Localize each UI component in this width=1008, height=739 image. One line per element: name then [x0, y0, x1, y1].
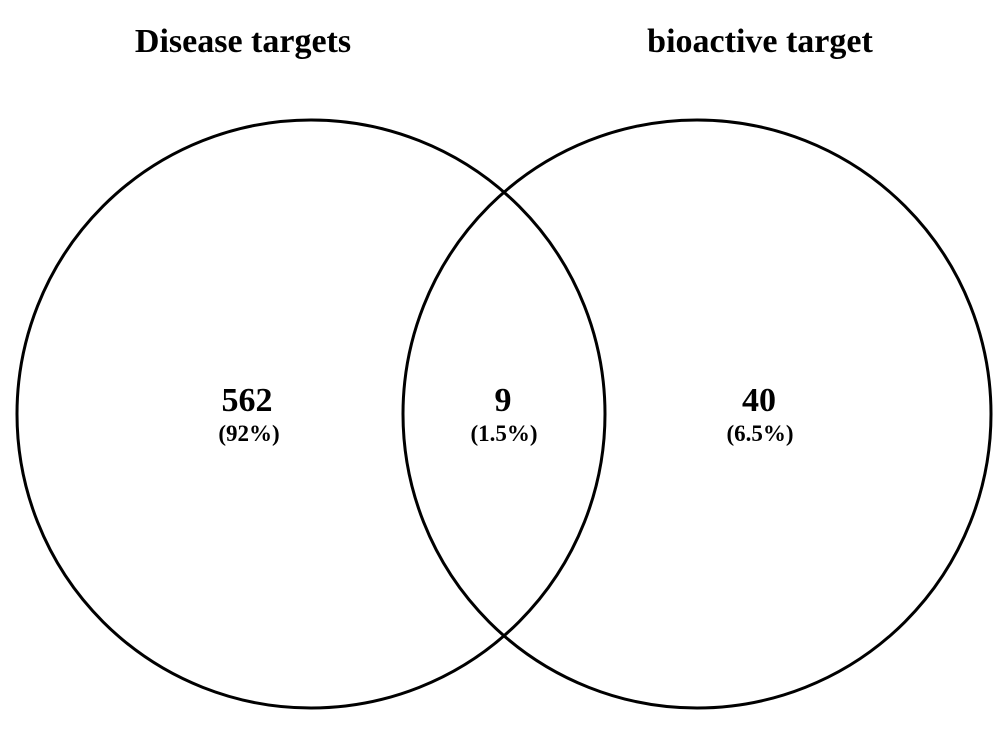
right-only-count: 40 — [742, 382, 776, 419]
left-only-percent: (92%) — [218, 421, 279, 446]
left-only-count: 562 — [222, 382, 273, 419]
intersection-percent: (1.5%) — [470, 421, 537, 446]
intersection-count: 9 — [495, 382, 512, 419]
left-set-title: Disease targets — [135, 23, 351, 60]
right-set-circle — [401, 118, 993, 710]
right-set-title: bioactive target — [647, 23, 873, 60]
left-set-circle — [15, 118, 607, 710]
right-only-percent: (6.5%) — [726, 421, 793, 446]
